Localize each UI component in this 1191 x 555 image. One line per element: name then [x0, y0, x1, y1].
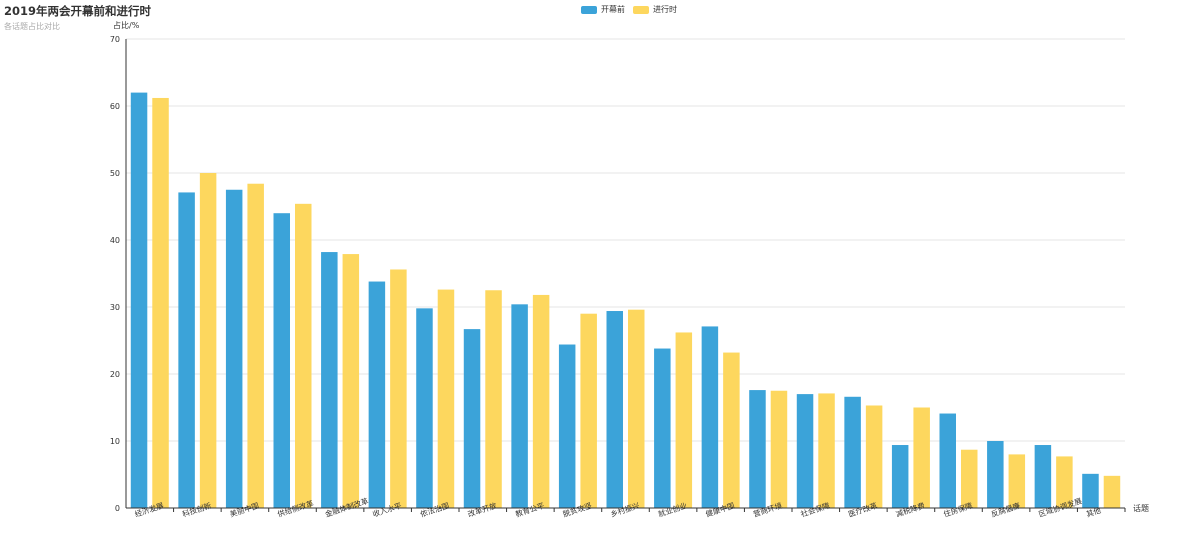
legend: 开幕前 进行时 [581, 4, 677, 15]
bar-during[interactable] [580, 313, 597, 508]
bar-before[interactable] [939, 413, 957, 508]
bar-before[interactable] [321, 252, 338, 508]
bar-before[interactable] [1082, 473, 1099, 508]
y-tick-label: 10 [110, 437, 120, 446]
bar-before[interactable] [654, 348, 671, 508]
bar-during[interactable] [723, 352, 740, 508]
bar-during[interactable] [818, 393, 835, 508]
bar-during[interactable] [865, 405, 883, 508]
bar-during[interactable] [1103, 475, 1121, 508]
bar-during[interactable] [437, 289, 455, 508]
bar-during[interactable] [532, 294, 550, 508]
bars [130, 92, 1121, 509]
bar-before[interactable] [368, 281, 386, 508]
bar-during[interactable] [342, 254, 360, 508]
x-tick-label: 其他 [1085, 505, 1103, 519]
bar-during[interactable] [390, 269, 407, 508]
bar-before[interactable] [416, 308, 433, 508]
bar-during[interactable] [628, 309, 645, 508]
chart-subtitle: 各话题占比对比 [4, 22, 60, 31]
grid-lines [126, 38, 1125, 442]
bar-before[interactable] [178, 192, 195, 508]
bar-during[interactable] [247, 183, 264, 508]
bar-before[interactable] [273, 213, 291, 508]
bar-before[interactable] [130, 92, 148, 508]
legend-label-before: 开幕前 [601, 5, 625, 14]
y-tick-label: 50 [110, 169, 120, 178]
x-axis-label: 话题 [1133, 503, 1149, 513]
y-tick-label: 30 [110, 303, 120, 312]
bar-before[interactable] [558, 344, 576, 508]
bar-during[interactable] [295, 203, 312, 508]
bar-before[interactable] [796, 394, 814, 508]
legend-swatch-during [633, 5, 649, 14]
y-tick-label: 40 [110, 236, 120, 245]
bar-before[interactable] [463, 329, 481, 508]
bar-before[interactable] [701, 326, 719, 508]
bar-during[interactable] [961, 449, 978, 508]
chart-title: 2019年两会开幕前和进行时 [4, 4, 152, 18]
bar-during[interactable] [485, 290, 502, 508]
bar-before[interactable] [844, 396, 861, 508]
y-tick-label: 20 [110, 370, 120, 379]
y-tick-label: 70 [110, 35, 120, 44]
bar-before[interactable] [225, 189, 243, 508]
bar-during[interactable] [675, 332, 693, 508]
bar-before[interactable] [1034, 445, 1052, 508]
legend-item-before[interactable]: 开幕前 [581, 4, 625, 15]
bar-before[interactable] [987, 441, 1004, 508]
bar-during[interactable] [1008, 454, 1026, 508]
y-tick-label: 60 [110, 102, 120, 111]
bar-during[interactable] [770, 390, 788, 508]
bar-before[interactable] [511, 304, 528, 508]
legend-swatch-before [581, 5, 597, 14]
y-tick-label: 0 [115, 504, 120, 513]
bar-before[interactable] [891, 445, 909, 508]
y-axis-label: 占比/% [113, 20, 140, 30]
bar-during[interactable] [199, 173, 217, 508]
bar-during[interactable] [152, 97, 169, 509]
legend-item-during[interactable]: 进行时 [633, 4, 677, 15]
bar-before[interactable] [749, 390, 766, 508]
legend-label-during: 进行时 [653, 5, 677, 14]
bar-during[interactable] [913, 407, 930, 509]
bar-before[interactable] [606, 311, 624, 508]
bar-during[interactable] [1056, 456, 1073, 508]
